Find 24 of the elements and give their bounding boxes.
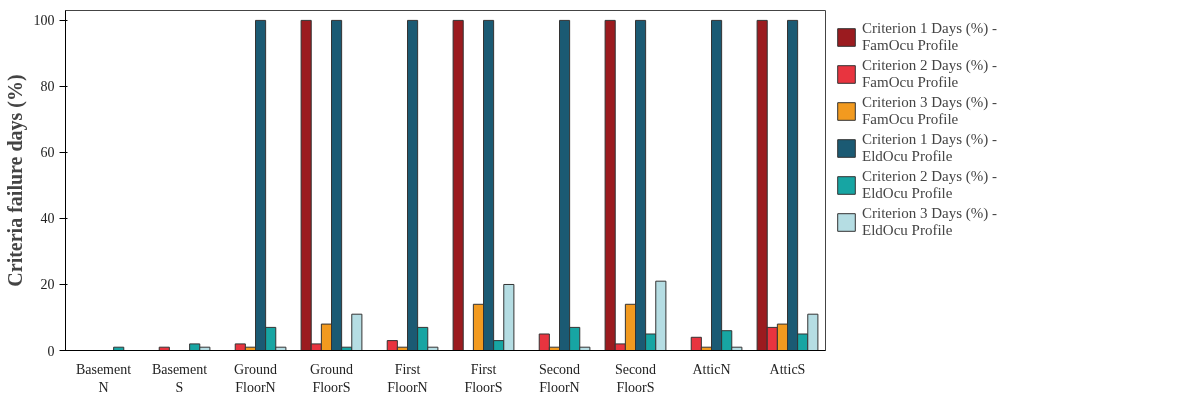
x-tick-label: Ground FloorS [310, 361, 353, 395]
legend-label: Criterion 2 Days (%) - FamOcu Profile [862, 57, 997, 91]
legend-label: Criterion 3 Days (%) - EldOcu Profile [862, 205, 997, 239]
y-tick-label: 60 [40, 145, 55, 161]
y-axis-title: Criteria failure days (%) [3, 74, 27, 287]
x-tick-label: Second FloorS [614, 361, 657, 395]
x-tick-label: First FloorN [387, 361, 428, 395]
x-tick-label: Basement N [75, 361, 132, 395]
x-tick-label: Ground FloorN [234, 361, 277, 395]
y-tick-label: 100 [33, 13, 55, 29]
bar [452, 19, 464, 351]
x-tick-label: First FloorS [464, 361, 503, 395]
y-tick-label: 0 [47, 343, 55, 359]
x-tick-label: Second FloorN [538, 361, 581, 395]
legend-label: Criterion 1 Days (%) - FamOcu Profile [862, 20, 997, 54]
legend-label: Criterion 3 Days (%) - FamOcu Profile [862, 94, 997, 128]
y-tick-label: 20 [40, 277, 55, 293]
legend-label: Criterion 1 Days (%) - EldOcu Profile [862, 131, 997, 165]
y-tick-label: 40 [40, 211, 55, 227]
x-tick-label: AtticN [692, 361, 731, 377]
x-tick-label: Basement S [151, 361, 208, 395]
legend-label: Criterion 2 Days (%) - EldOcu Profile [862, 168, 997, 202]
x-tick-label: AtticS [769, 361, 806, 377]
y-tick-label: 80 [40, 79, 55, 95]
